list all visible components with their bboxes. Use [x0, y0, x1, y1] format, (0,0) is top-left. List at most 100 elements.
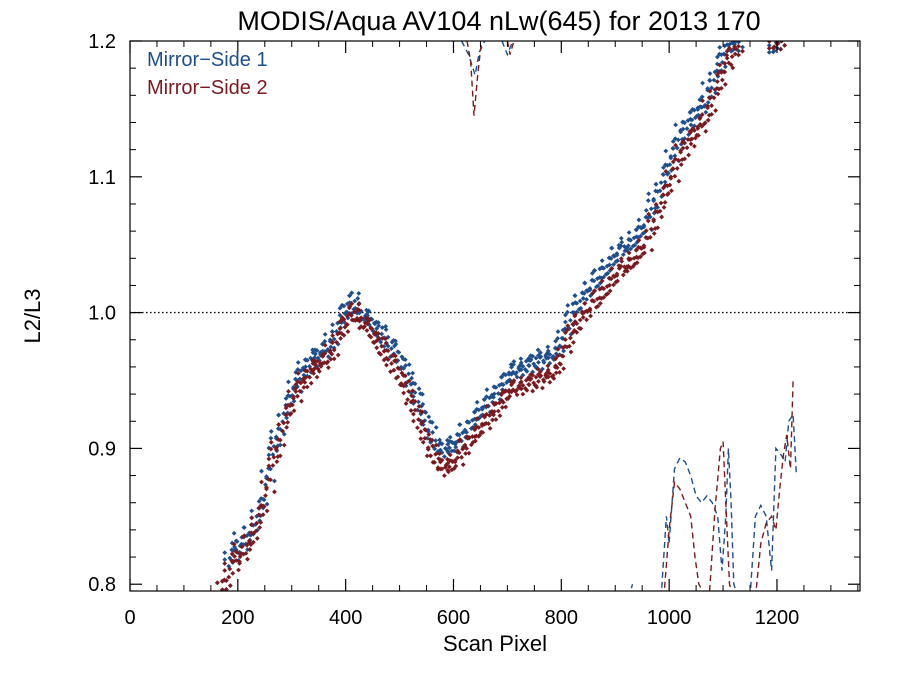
y-tick-label: 0.9: [88, 438, 116, 460]
data-point-series-2: [499, 404, 505, 410]
data-point-series-1: [514, 374, 520, 380]
data-point-series-2: [615, 278, 620, 284]
data-point-series-2: [232, 553, 237, 559]
data-point-series-2: [331, 347, 337, 353]
data-point-series-1: [239, 541, 244, 547]
data-point-series-2: [727, 45, 732, 51]
data-point-series-2: [520, 391, 526, 397]
data-point-series-2: [258, 520, 264, 525]
data-point-series-2: [597, 295, 603, 301]
data-point-series-2: [249, 522, 255, 528]
data-point-series-2: [366, 318, 372, 324]
data-point-series-2: [222, 561, 228, 566]
data-point-series-1: [462, 429, 468, 435]
data-point-series-2: [324, 360, 330, 366]
data-point-series-2: [673, 142, 679, 148]
data-point-series-2: [709, 111, 714, 117]
data-point-series-2: [249, 515, 255, 521]
data-point-series-1: [231, 530, 237, 536]
x-tick-label: 400: [329, 607, 362, 629]
data-point-series-2: [356, 301, 362, 307]
data-point-series-1: [352, 298, 358, 304]
data-point-series-2: [678, 162, 684, 168]
data-point-series-1: [680, 126, 686, 132]
data-point-series-2: [634, 260, 640, 266]
data-point-series-2: [307, 374, 313, 380]
data-point-series-2: [740, 48, 745, 54]
data-point-series-2: [451, 466, 457, 471]
data-point-series-1: [281, 411, 287, 416]
data-point-series-1: [229, 547, 235, 553]
data-point-series-2: [734, 36, 739, 41]
data-point-series-2: [657, 208, 663, 214]
data-point-series-1: [325, 354, 331, 360]
data-point-series-2: [707, 95, 713, 101]
data-point-series-2: [445, 467, 451, 473]
data-point-series-2: [400, 372, 406, 378]
data-point-series-1: [395, 349, 401, 355]
data-point-series-1: [330, 329, 335, 335]
data-point-series-2: [668, 176, 674, 181]
data-point-series-2: [254, 520, 260, 526]
data-point-series-2: [327, 349, 333, 355]
data-point-series-1: [364, 311, 370, 317]
data-point-series-2: [312, 358, 318, 364]
data-point-series-1: [285, 393, 291, 399]
data-point-series-1: [420, 401, 426, 407]
data-point-series-1: [409, 375, 415, 381]
data-point-series-2: [646, 211, 652, 217]
data-point-series-1: [577, 298, 583, 304]
data-point-series-2: [430, 443, 436, 449]
data-point-series-1: [559, 335, 565, 341]
data-point-series-1: [680, 119, 686, 125]
data-point-series-2: [570, 330, 576, 336]
data-point-series-2: [339, 315, 345, 321]
data-point-series-2: [433, 442, 439, 448]
data-point-series-2: [774, 36, 779, 41]
data-point-series-2: [425, 446, 431, 452]
data-point-series-2: [636, 237, 642, 243]
data-point-series-2: [272, 489, 277, 495]
data-point-series-2: [441, 473, 447, 479]
data-point-series-2: [445, 460, 451, 466]
data-point-series-2: [736, 52, 741, 58]
data-point-series-2: [638, 254, 643, 260]
data-point-series-1: [634, 234, 639, 240]
data-point-series-1: [457, 422, 463, 428]
data-point-series-2: [287, 412, 293, 417]
data-point-series-2: [275, 437, 281, 442]
data-point-series-1: [652, 205, 658, 211]
data-point-series-1: [599, 265, 605, 271]
data-point-series-2: [584, 308, 589, 314]
data-point-series-2: [459, 454, 464, 460]
data-point-series-2: [667, 182, 673, 188]
data-point-series-2: [253, 528, 259, 534]
data-point-series-2: [395, 374, 401, 380]
data-point-series-2: [357, 318, 362, 324]
data-point-series-2: [538, 373, 544, 379]
data-point-series-1: [376, 323, 382, 329]
data-point-series-2: [688, 137, 693, 143]
data-point-series-2: [285, 419, 291, 425]
data-point-series-2: [574, 329, 580, 335]
data-point-series-1: [661, 165, 666, 171]
data-point-series-2: [609, 266, 615, 271]
data-point-series-2: [384, 355, 389, 361]
data-point-series-2: [420, 419, 426, 425]
data-point-series-2: [221, 577, 227, 583]
data-point-series-2: [611, 282, 616, 288]
data-point-series-1: [625, 243, 631, 249]
data-point-series-2: [437, 459, 443, 465]
data-point-series-2: [661, 192, 666, 198]
data-point-series-2: [281, 442, 287, 448]
data-point-series-2: [395, 365, 401, 371]
data-point-series-1: [638, 233, 643, 239]
data-point-series-2: [247, 547, 253, 552]
y-tick-label: 1.1: [88, 167, 116, 189]
data-point-series-1: [347, 300, 353, 306]
data-point-series-2: [233, 558, 239, 563]
data-point-series-2: [418, 436, 424, 442]
data-point-series-2: [493, 417, 499, 422]
data-point-series-1: [701, 103, 707, 109]
data-point-series-1: [668, 155, 674, 161]
